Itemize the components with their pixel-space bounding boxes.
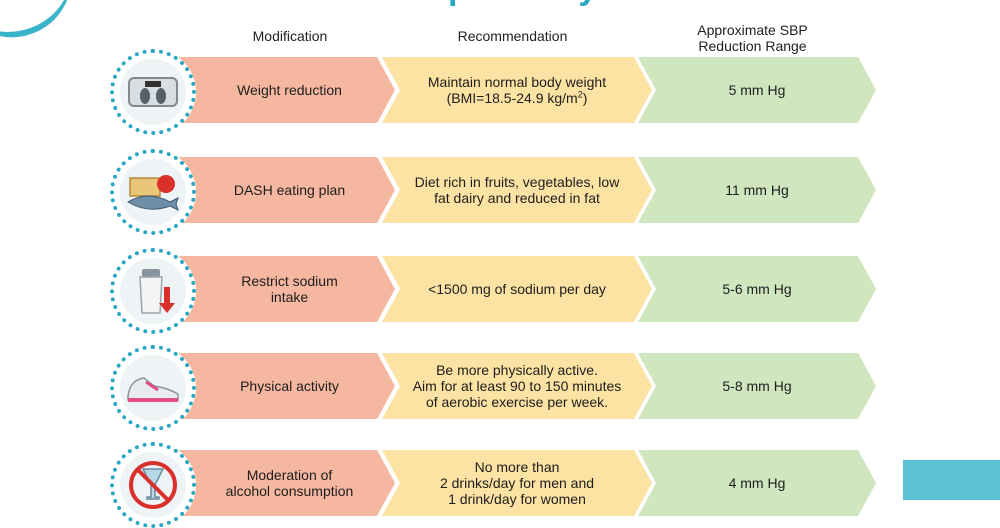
corner-decoration [903, 460, 1000, 500]
header-sbp-reduction: Approximate SBP Reduction Range [640, 22, 865, 54]
no-alcohol-icon [129, 461, 177, 509]
page-title: What Can I Do To Improve My Blood Pressu… [120, 0, 880, 10]
table-row-dash: DASH eating plan Diet rich in fruits, ve… [0, 149, 1000, 235]
modification-cell: DASH eating plan [160, 157, 395, 223]
header-sbp-line1: Approximate SBP [697, 22, 808, 38]
sbp-cell: 5-6 mm Hg [638, 256, 876, 322]
sneaker-icon [127, 377, 179, 402]
recommendation-line: No more than [474, 459, 560, 475]
corner-decoration [0, 0, 88, 53]
recommendation-line: <1500 mg of sodium per day [428, 281, 606, 297]
recommendation-line: 2 drinks/day for men and [439, 475, 595, 491]
recommendation-line: fat dairy and reduced in fat [434, 190, 600, 206]
recommendation-cell: Diet rich in fruits, vegetables, low fat… [382, 157, 652, 223]
table-row-activity: Physical activity Be more physically act… [0, 345, 1000, 431]
salt-shaker-icon [139, 269, 175, 314]
modification-text: Physical activity [240, 378, 339, 394]
icon-badge [110, 345, 196, 431]
recommendation-line: Maintain normal body weight [427, 74, 607, 90]
modification-cell: Physical activity [160, 353, 395, 419]
sbp-cell: 5-8 mm Hg [638, 353, 876, 419]
modification-text: Restrict sodium [241, 273, 338, 289]
recommendation-cell: <1500 mg of sodium per day [382, 256, 652, 322]
modification-cell: Restrict sodium intake [160, 256, 395, 322]
sbp-cell: 5 mm Hg [638, 57, 876, 123]
modification-text: intake [270, 289, 309, 305]
modification-text: Moderation of [246, 467, 333, 483]
recommendation-cell: Be more physically active. Aim for at le… [382, 353, 652, 419]
table-row-weight: Weight reduction Maintain normal body we… [0, 49, 1000, 135]
icon-badge [110, 248, 196, 334]
recommendation-line: 1 drink/day for women [448, 491, 586, 507]
recommendation-line: Be more physically active. [436, 362, 598, 378]
recommendation-line: Aim for at least 90 to 150 minutes [412, 378, 622, 394]
icon-badge [110, 149, 196, 235]
modification-text: DASH eating plan [233, 182, 346, 198]
modification-cell: Weight reduction [160, 57, 395, 123]
scale-icon [128, 77, 178, 107]
sbp-cell: 11 mm Hg [638, 157, 876, 223]
header-modification: Modification [252, 28, 328, 44]
table-row-alcohol: Moderation of alcohol consumption No mor… [0, 442, 1000, 528]
recommendation-cell: No more than 2 drinks/day for men and 1 … [382, 450, 652, 516]
header-sbp-line2: Reduction Range [698, 38, 807, 54]
recommendation-line: of aerobic exercise per week. [425, 394, 609, 410]
recommendation-line: Diet rich in fruits, vegetables, low [414, 174, 620, 190]
header-recommendation: Recommendation [457, 28, 568, 44]
recommendation-line: (BMI=18.5-24.9 kg/m2) [446, 89, 588, 106]
recommendation-cell: Maintain normal body weight (BMI=18.5-24… [382, 57, 652, 123]
table-row-sodium: Restrict sodium intake <1500 mg of sodiu… [0, 248, 1000, 334]
icon-badge [110, 49, 196, 135]
sbp-cell: 4 mm Hg [638, 450, 876, 516]
healthy-food-icon [127, 175, 179, 211]
modification-text: alcohol consumption [225, 483, 354, 499]
modification-text: Weight reduction [237, 82, 342, 98]
icon-badge [110, 442, 196, 528]
